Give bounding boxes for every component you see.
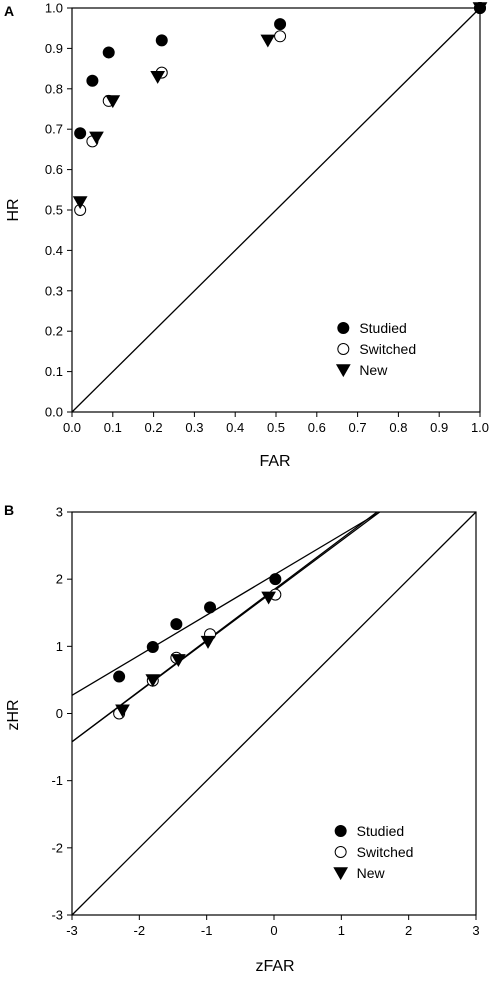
x-tick-label: 0: [270, 923, 277, 938]
x-tick-label: 1: [338, 923, 345, 938]
reference-lines: [71, 511, 477, 916]
y-axis-label: zHR: [5, 699, 22, 730]
new-point: [72, 196, 88, 210]
y-tick-label: 0.5: [45, 203, 63, 218]
panel-label: A: [4, 3, 14, 19]
x-tick-label: 0.7: [349, 420, 367, 435]
x-tick-label: 0.8: [389, 420, 407, 435]
y-tick-label: -2: [51, 840, 63, 855]
studied-point: [155, 34, 168, 47]
x-tick-label: 0.9: [430, 420, 448, 435]
legend-label-new: New: [359, 362, 388, 378]
legend-marker-new: [333, 867, 349, 881]
y-tick-label: 0: [56, 706, 63, 721]
legend-label-studied: Studied: [359, 320, 406, 336]
new-point: [200, 635, 216, 649]
y-tick-label: 0.7: [45, 122, 63, 137]
legend-marker-new: [335, 364, 351, 378]
y-tick-label: 0.9: [45, 41, 63, 56]
new-point: [145, 674, 161, 688]
x-tick-label: 0.0: [63, 420, 81, 435]
new-point: [105, 95, 121, 109]
new-point: [171, 654, 186, 667]
studied-point: [474, 2, 486, 14]
y-tick-label: 0.1: [45, 364, 63, 379]
x-tick-label: 3: [472, 923, 479, 938]
axes: 0.0 0.1 0.2 0.3 0.4 0.5 0.6 0.7 0.8 0.9 1.0 0.0 0.1 0…: [45, 1, 489, 436]
reference-line: [71, 511, 378, 743]
y-tick-label: 3: [56, 505, 63, 520]
x-tick-label: 0.5: [267, 420, 285, 435]
legend: Studied Switched New: [335, 320, 416, 378]
data-points: [72, 2, 488, 216]
studied-point: [170, 618, 183, 631]
reference-line: [71, 511, 381, 696]
studied-point: [86, 74, 99, 87]
y-tick-label: 0.0: [45, 405, 63, 420]
x-tick-label: 0.3: [185, 420, 203, 435]
x-tick-label: -2: [134, 923, 146, 938]
legend-label-switched: Switched: [359, 341, 416, 357]
x-tick-label: 2: [405, 923, 412, 938]
legend-marker-studied: [334, 825, 347, 837]
reference-line: [71, 7, 481, 413]
legend-marker-switched: [337, 343, 350, 355]
y-tick-label: 1: [56, 639, 63, 654]
studied-point: [269, 573, 282, 586]
y-tick-label: -1: [51, 773, 63, 788]
x-tick-label: 0.4: [226, 420, 244, 435]
x-tick-label: 0.2: [145, 420, 163, 435]
legend-marker-switched: [334, 846, 347, 858]
y-tick-label: 1.0: [45, 1, 63, 16]
x-axis-label: zFAR: [255, 958, 294, 975]
panel-label: B: [4, 502, 14, 518]
new-point: [150, 70, 166, 84]
x-tick-label: 0.1: [104, 420, 122, 435]
studied-point: [113, 670, 126, 683]
y-tick-label: 0.8: [45, 81, 63, 96]
legend-label-switched: Switched: [357, 844, 414, 860]
x-tick-label: 0.6: [308, 420, 326, 435]
y-tick-label: 0.3: [45, 283, 63, 298]
x-axis-label: FAR: [259, 453, 290, 470]
legend-marker-studied: [337, 322, 350, 334]
switched-point: [274, 30, 287, 43]
roc-chart-panel-a: A HR FAR 0.0 0.1 0.2 0.3 0.4 0.5 0.6 0.7 0.8 0.9 1…: [4, 1, 489, 471]
x-tick-label: -1: [201, 923, 213, 938]
new-point: [115, 704, 130, 718]
y-tick-label: 0.2: [45, 324, 63, 339]
data-points: [113, 573, 282, 720]
y-axis-label: HR: [5, 198, 22, 221]
x-tick-label: 1.0: [471, 420, 489, 435]
studied-point: [102, 46, 115, 59]
studied-point: [146, 641, 159, 654]
new-point: [89, 131, 104, 145]
new-point: [260, 34, 276, 48]
studied-point: [74, 127, 87, 140]
reference-line: [71, 511, 477, 916]
new-point: [261, 591, 276, 605]
x-tick-label: -3: [66, 923, 78, 938]
axes: -3 -2 -1 0 1 2 3 -3 -2 -1 0 1 2 3: [51, 505, 479, 939]
y-tick-label: -3: [51, 908, 63, 923]
studied-point: [204, 601, 217, 614]
legend-label-studied: Studied: [357, 823, 404, 839]
legend: Studied Switched New: [333, 823, 414, 881]
y-tick-label: 0.6: [45, 162, 63, 177]
studied-point: [274, 18, 287, 31]
y-tick-label: 0.4: [45, 243, 63, 258]
reference-lines: [71, 7, 481, 413]
legend-label-new: New: [357, 865, 386, 881]
y-tick-label: 2: [56, 572, 63, 587]
